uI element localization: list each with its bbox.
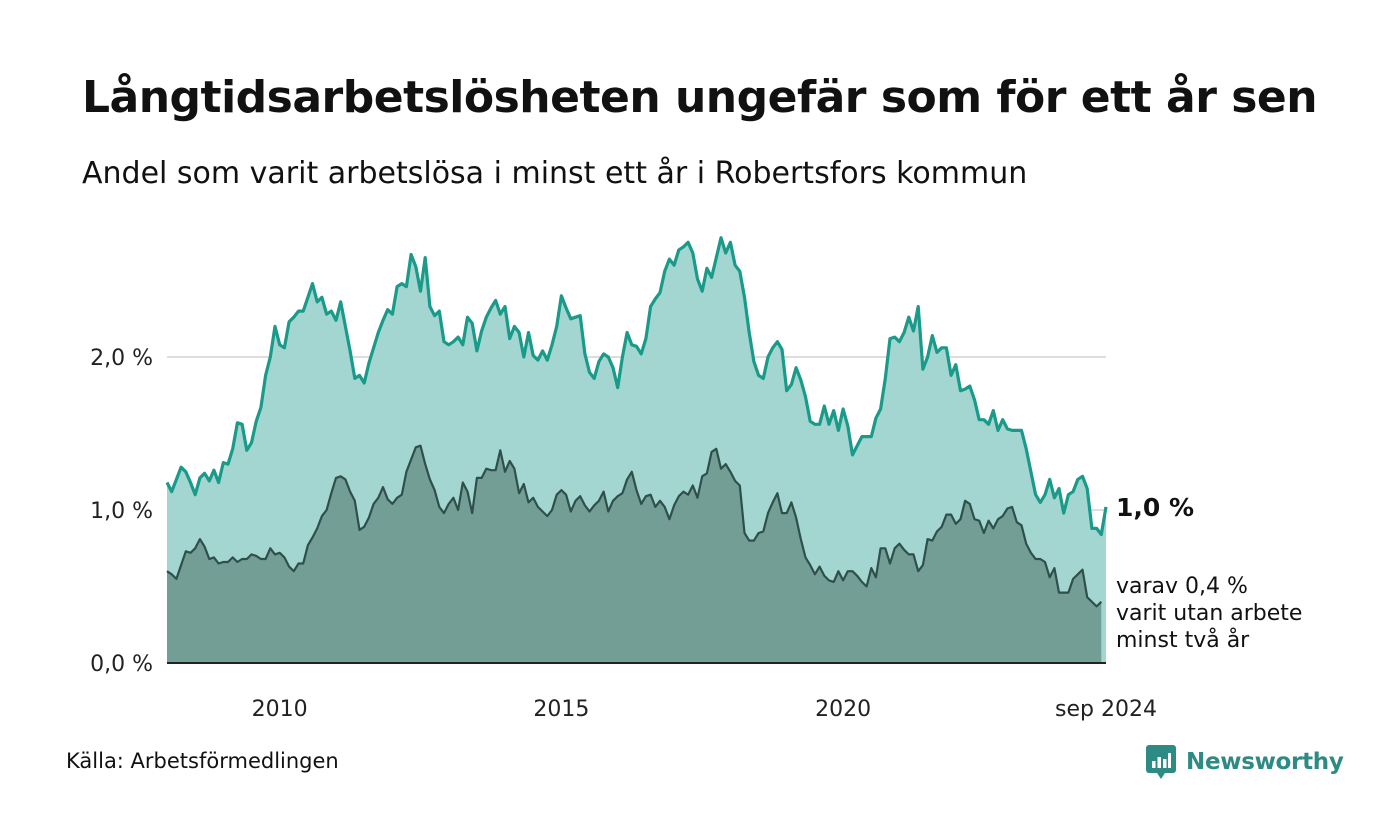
- end-note: varav 0,4 % varit utan arbete minst två …: [1116, 574, 1309, 653]
- end-value-label: 1,0 %: [1116, 493, 1194, 522]
- chart-areas: [167, 237, 1106, 663]
- x-tick-label: sep 2024: [1055, 697, 1157, 722]
- chart-title: Långtidsarbetslösheten ungefär som för e…: [82, 72, 1318, 123]
- end-note-line: minst två år: [1116, 627, 1250, 653]
- end-note-line: varit utan arbete: [1116, 601, 1302, 626]
- newsworthy-logo-icon: [1146, 745, 1176, 779]
- series-line-total: [165, 236, 1108, 537]
- x-axis-ticks: 2010 2015 2020 sep 2024: [252, 697, 1157, 722]
- y-tick-label: 0,0 %: [90, 652, 153, 677]
- brand-name: Newsworthy: [1186, 749, 1344, 775]
- series-line-long: [166, 444, 1103, 608]
- x-tick-label: 2020: [815, 697, 871, 722]
- source-note: Källa: Arbetsförmedlingen: [66, 749, 339, 773]
- x-tick-label: 2010: [252, 697, 308, 722]
- series-area-long: [167, 445, 1102, 663]
- chart-subtitle: Andel som varit arbetslösa i minst ett å…: [82, 156, 1028, 191]
- y-axis-ticks: 0,0 % 1,0 % 2,0 %: [90, 346, 153, 677]
- y-tick-label: 1,0 %: [90, 499, 153, 524]
- end-note-line: varav 0,4 %: [1116, 574, 1248, 599]
- brand-logo: Newsworthy: [1146, 744, 1344, 780]
- x-tick-label: 2015: [533, 697, 589, 722]
- y-tick-label: 2,0 %: [90, 346, 153, 371]
- chart-lines: [165, 236, 1108, 608]
